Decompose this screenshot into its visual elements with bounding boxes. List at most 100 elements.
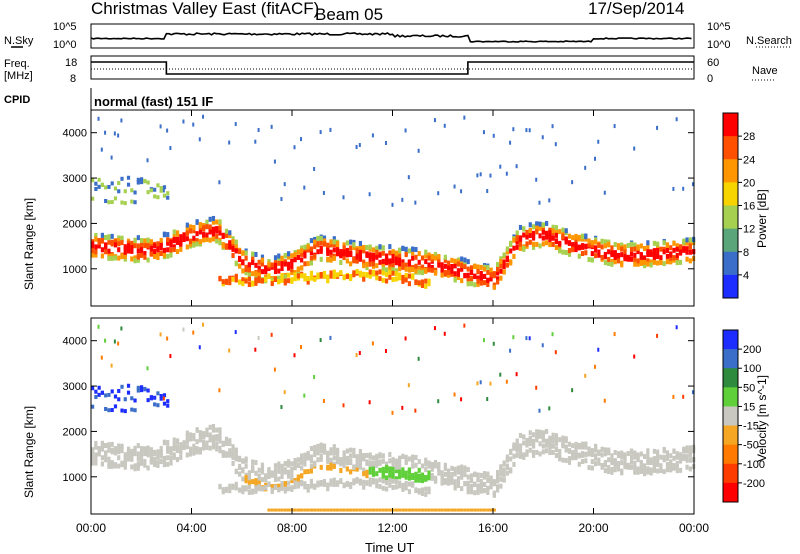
velocity-cell [316,508,320,512]
power-cell [355,251,359,257]
velocity-cell [326,482,330,488]
y-tick-label: 4000 [63,336,87,348]
velocity-cell [224,440,229,446]
power-cell [545,240,549,246]
power-cell [166,247,170,253]
power-cell [231,236,235,242]
power-cell [329,127,332,132]
velocity-cell [156,449,160,455]
velocity-cell [492,492,496,498]
velocity-cell [564,447,568,453]
velocity-cell [342,453,346,459]
velocity-cell [104,443,108,449]
velocity-cell [427,486,431,492]
velocity-cell [646,452,650,458]
velocity-cell [571,388,574,393]
power-cell [610,250,614,256]
velocity-cell [646,456,650,462]
power-cell [218,225,222,231]
velocity-cell [646,448,650,454]
velocity-cell [205,432,209,438]
velocity-cell [244,463,248,469]
velocity-cell [237,463,242,469]
power-cell [205,224,209,230]
velocity-cell [531,438,536,444]
power-cell [335,251,340,257]
power-cell [270,262,274,268]
power-cell [620,252,624,258]
velocity-cell [424,461,428,467]
power-cell [587,257,591,263]
power-cell [486,264,490,270]
power-cell [499,275,503,281]
velocity-cell [652,461,656,467]
power-cell [574,247,578,253]
power-cell [401,262,405,268]
power-cell [254,139,257,144]
velocity-cell [293,480,297,486]
power-cell [515,164,518,169]
power-cell [678,249,683,255]
velocity-cell [211,427,216,433]
velocity-cell [649,457,653,463]
velocity-cell [133,398,137,403]
power-cell [166,253,170,259]
velocity-cell [437,508,441,512]
velocity-cell [584,458,588,464]
power-cell [332,236,336,242]
power-cell [420,279,425,285]
velocity-cell [492,481,496,487]
velocity-cell [420,490,425,496]
velocity-cell [561,441,565,447]
power-cell [172,244,176,250]
velocity-cell [427,489,431,495]
velocity-cell [309,478,314,484]
power-cell [159,242,163,248]
power-cell [394,260,398,266]
velocity-cell [368,452,372,458]
velocity-cell [202,445,206,451]
power-cell [130,245,134,251]
power-cell [594,253,598,259]
velocity-cell [185,434,189,440]
power-cell [104,249,108,255]
power-cell [381,250,385,256]
power-cell [133,237,137,243]
velocity-cell [453,485,457,491]
power-cell [126,182,131,187]
velocity-cell [133,408,137,413]
power-cell [381,270,385,276]
power-cell [355,258,359,264]
velocity-cell [309,446,314,452]
power-cell [460,189,463,194]
power-cell [427,252,431,258]
velocity-cell [401,467,405,473]
velocity-cell [342,463,346,469]
velocity-cell [123,462,127,468]
y-tick-label: 1000 [63,472,87,484]
velocity-cell [417,488,421,494]
power-cell [499,263,503,269]
power-cell [264,269,268,275]
velocity-cell [505,470,510,476]
velocity-cell [437,399,440,404]
velocity-cell [104,393,108,398]
velocity-cell [156,462,160,468]
power-cell [682,186,685,191]
velocity-cell [437,466,441,472]
power-cell [91,196,95,201]
velocity-cell [443,471,447,477]
power-cell [411,255,415,261]
power-cell [626,254,630,260]
velocity-cell [548,438,552,444]
power-cell [290,278,294,284]
velocity-cell [139,450,144,456]
velocity-cell [345,508,349,512]
velocity-cell [205,427,209,433]
power-cell [466,281,470,287]
velocity-cell [411,458,415,464]
power-cell [273,262,278,268]
velocity-cell [518,449,523,455]
power-cell [518,245,523,251]
power-cell [133,190,137,195]
